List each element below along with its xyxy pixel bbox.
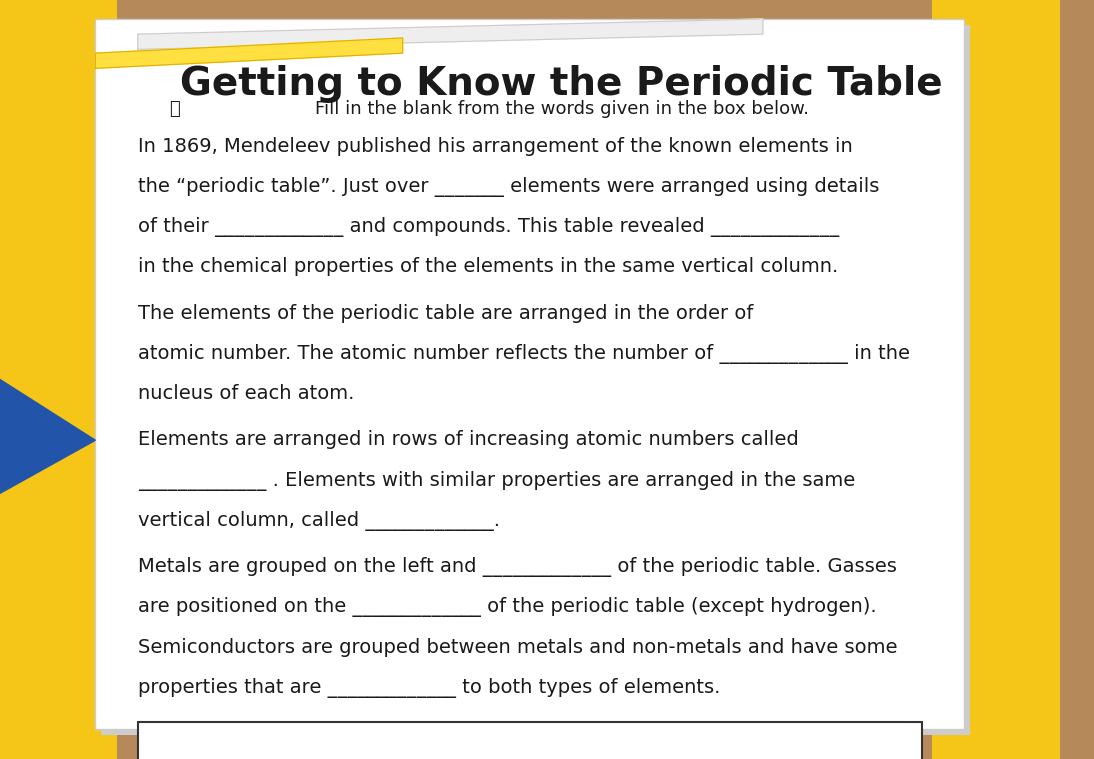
Text: Ⓐ: Ⓐ: [170, 100, 181, 118]
Text: In 1869, Mendeleev published his arrangement of the known elements in: In 1869, Mendeleev published his arrange…: [138, 137, 852, 156]
FancyBboxPatch shape: [101, 25, 969, 735]
Text: Semiconductors are grouped between metals and non-metals and have some: Semiconductors are grouped between metal…: [138, 638, 897, 657]
Polygon shape: [0, 380, 95, 493]
Text: The elements of the periodic table are arranged in the order of: The elements of the periodic table are a…: [138, 304, 753, 323]
Polygon shape: [95, 38, 403, 68]
FancyBboxPatch shape: [95, 19, 964, 729]
Text: atomic number. The atomic number reflects the number of _____________ in the: atomic number. The atomic number reflect…: [138, 344, 910, 364]
Text: are positioned on the _____________ of the periodic table (except hydrogen).: are positioned on the _____________ of t…: [138, 597, 876, 617]
FancyBboxPatch shape: [932, 0, 1060, 759]
Text: of their _____________ and compounds. This table revealed _____________: of their _____________ and compounds. Th…: [138, 217, 839, 237]
FancyBboxPatch shape: [0, 0, 117, 759]
Text: the “periodic table”. Just over _______ elements were arranged using details: the “periodic table”. Just over _______ …: [138, 177, 880, 197]
Text: vertical column, called _____________.: vertical column, called _____________.: [138, 511, 500, 531]
Text: _____________ . Elements with similar properties are arranged in the same: _____________ . Elements with similar pr…: [138, 471, 856, 490]
Text: in the chemical properties of the elements in the same vertical column.: in the chemical properties of the elemen…: [138, 257, 838, 276]
Text: properties that are _____________ to both types of elements.: properties that are _____________ to bot…: [138, 678, 720, 698]
Text: nucleus of each atom.: nucleus of each atom.: [138, 384, 354, 403]
Text: Metals are grouped on the left and _____________ of the periodic table. Gasses: Metals are grouped on the left and _____…: [138, 557, 897, 577]
Text: Getting to Know the Periodic Table: Getting to Know the Periodic Table: [181, 65, 943, 102]
Polygon shape: [138, 19, 763, 49]
Text: Fill in the blank from the words given in the box below.: Fill in the blank from the words given i…: [315, 100, 808, 118]
Text: Elements are arranged in rows of increasing atomic numbers called: Elements are arranged in rows of increas…: [138, 430, 799, 449]
FancyBboxPatch shape: [138, 722, 922, 759]
